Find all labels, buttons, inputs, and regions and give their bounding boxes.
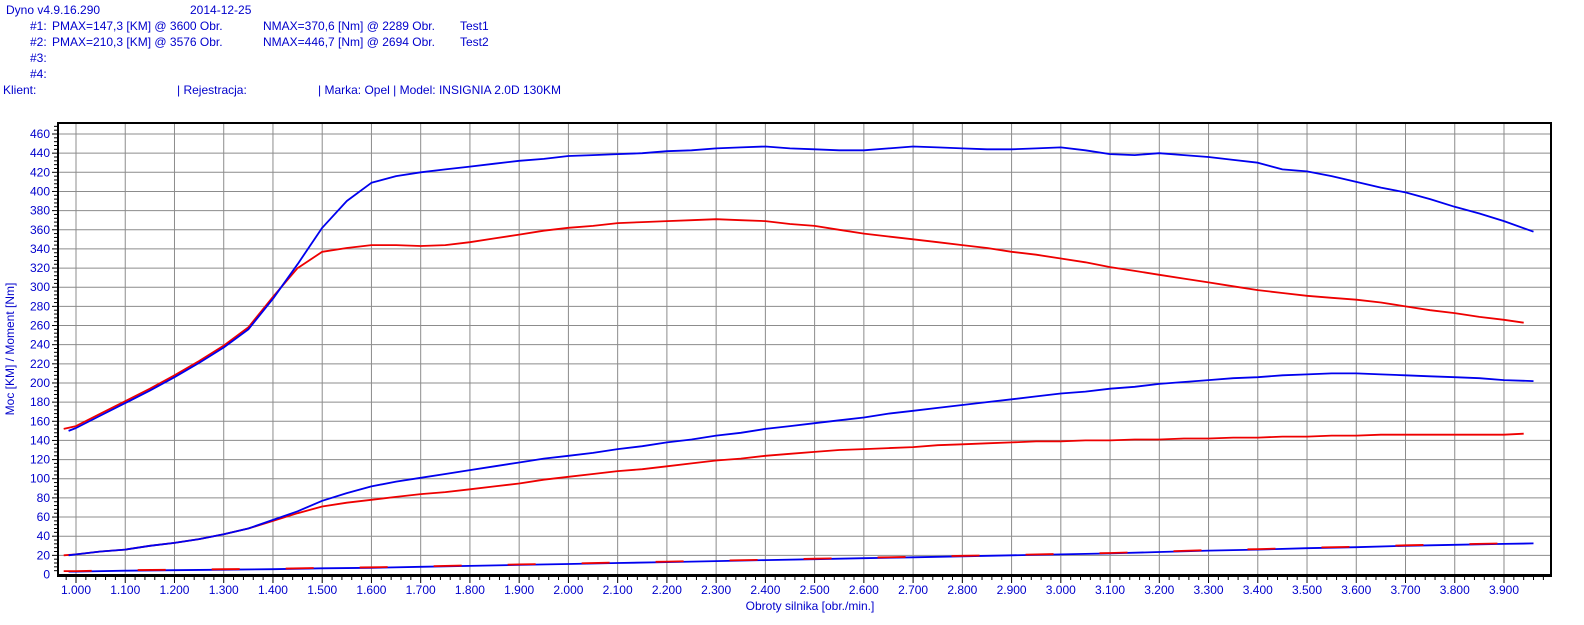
- x-tick-label: 2.800: [947, 583, 977, 597]
- y-tick-label: 460: [30, 127, 50, 141]
- x-tick-label: 1.500: [307, 583, 337, 597]
- x-tick-label: 1.400: [258, 583, 288, 597]
- y-tick-label: 360: [30, 223, 50, 237]
- run-row-2: #2: PMAX=210,3 [KM] @ 3576 Obr. NMAX=446…: [0, 35, 1584, 51]
- y-tick-label: 180: [30, 395, 50, 409]
- x-tick-label: 3.400: [1243, 583, 1273, 597]
- report-date: 2014-12-25: [190, 3, 252, 17]
- x-tick-label: 3.600: [1341, 583, 1371, 597]
- x-tick-label: 2.900: [997, 583, 1027, 597]
- run-row-3: #3:: [0, 51, 1584, 67]
- y-tick-label: 300: [30, 280, 50, 294]
- run-name: Test1: [460, 19, 489, 33]
- x-tick-label: 3.900: [1489, 583, 1519, 597]
- client-label: Klient:: [3, 83, 37, 97]
- run-nmax: NMAX=370,6 [Nm] @ 2289 Obr.: [263, 19, 435, 33]
- y-tick-label: 220: [30, 357, 50, 371]
- y-tick-label: 200: [30, 376, 50, 390]
- y-axis-title: Moc [KM] / Moment [Nm]: [3, 283, 17, 416]
- y-tick-label: 440: [30, 146, 50, 160]
- x-tick-label: 3.200: [1144, 583, 1174, 597]
- x-tick-label: 1.700: [406, 583, 436, 597]
- run-pmax: PMAX=147,3 [KM] @ 3600 Obr.: [52, 19, 223, 33]
- y-tick-label: 140: [30, 433, 50, 447]
- y-tick-label: 420: [30, 165, 50, 179]
- x-tick-label: 2.600: [849, 583, 879, 597]
- y-tick-label: 340: [30, 242, 50, 256]
- torque-curve-test1: [63, 218, 1524, 430]
- y-tick-label: 40: [37, 529, 51, 543]
- y-tick-label: 380: [30, 204, 50, 218]
- x-tick-label: 2.000: [553, 583, 583, 597]
- plot-frame: [57, 122, 1552, 576]
- x-tick-label: 3.800: [1440, 583, 1470, 597]
- y-tick-label: 20: [37, 548, 51, 562]
- x-tick-label: 2.400: [750, 583, 780, 597]
- y-tick-label: 80: [37, 491, 51, 505]
- y-tick-label: 240: [30, 338, 50, 352]
- run-id: #3:: [30, 51, 47, 65]
- x-tick-label: 3.100: [1095, 583, 1125, 597]
- x-tick-label: 2.700: [898, 583, 928, 597]
- y-tick-label: 320: [30, 261, 50, 275]
- y-tick-label: 100: [30, 472, 50, 486]
- registration-label: | Rejestracja:: [177, 83, 247, 97]
- y-tick-label: 120: [30, 453, 50, 467]
- x-tick-label: 3.300: [1194, 583, 1224, 597]
- x-tick-label: 2.100: [603, 583, 633, 597]
- report-header: Dyno v4.9.16.290 2014-12-25 #1: PMAX=147…: [0, 0, 1584, 110]
- x-tick-label: 1.000: [61, 583, 91, 597]
- run-id: #4:: [30, 67, 47, 81]
- run-row-4: #4:: [0, 67, 1584, 83]
- app-version-label: Dyno v4.9.16.290: [6, 3, 101, 17]
- x-tick-label: 3.500: [1292, 583, 1322, 597]
- aux-curve-test1: [63, 542, 1522, 572]
- make-model-label: | Marka: Opel | Model: INSIGNIA 2.0D 130…: [318, 83, 561, 97]
- power-curve-test1: [63, 432, 1524, 557]
- run-nmax: NMAX=446,7 [Nm] @ 2694 Obr.: [263, 35, 435, 49]
- torque-curve-test2: [68, 145, 1534, 432]
- run-id: #2:: [30, 35, 47, 49]
- power-curve-test2: [68, 372, 1534, 557]
- y-tick-label: 0: [43, 568, 50, 582]
- client-row: Klient: | Rejestracja: | Marka: Opel | M…: [0, 83, 1584, 99]
- x-tick-label: 1.300: [209, 583, 239, 597]
- run-row-1: #1: PMAX=147,3 [KM] @ 3600 Obr. NMAX=370…: [0, 19, 1584, 35]
- y-tick-label: 280: [30, 299, 50, 313]
- x-tick-label: 1.900: [504, 583, 534, 597]
- x-tick-label: 3.700: [1390, 583, 1420, 597]
- x-axis-title: Obroty silnika [obr./min.]: [746, 599, 875, 613]
- x-tick-label: 1.600: [356, 583, 386, 597]
- x-tick-label: 1.800: [455, 583, 485, 597]
- x-tick-label: 3.000: [1046, 583, 1076, 597]
- run-id: #1:: [30, 19, 47, 33]
- x-tick-label: 1.100: [110, 583, 140, 597]
- run-name: Test2: [460, 35, 489, 49]
- x-tick-label: 1.200: [159, 583, 189, 597]
- y-tick-label: 60: [37, 510, 51, 524]
- run-pmax: PMAX=210,3 [KM] @ 3576 Obr.: [52, 35, 223, 49]
- y-tick-label: 260: [30, 319, 50, 333]
- y-tick-label: 160: [30, 414, 50, 428]
- aux-curve-test2: [68, 542, 1534, 573]
- x-tick-label: 2.300: [701, 583, 731, 597]
- y-tick-label: 400: [30, 184, 50, 198]
- x-tick-label: 2.500: [800, 583, 830, 597]
- header-row-title: Dyno v4.9.16.290 2014-12-25: [0, 3, 1584, 19]
- x-tick-label: 2.200: [652, 583, 682, 597]
